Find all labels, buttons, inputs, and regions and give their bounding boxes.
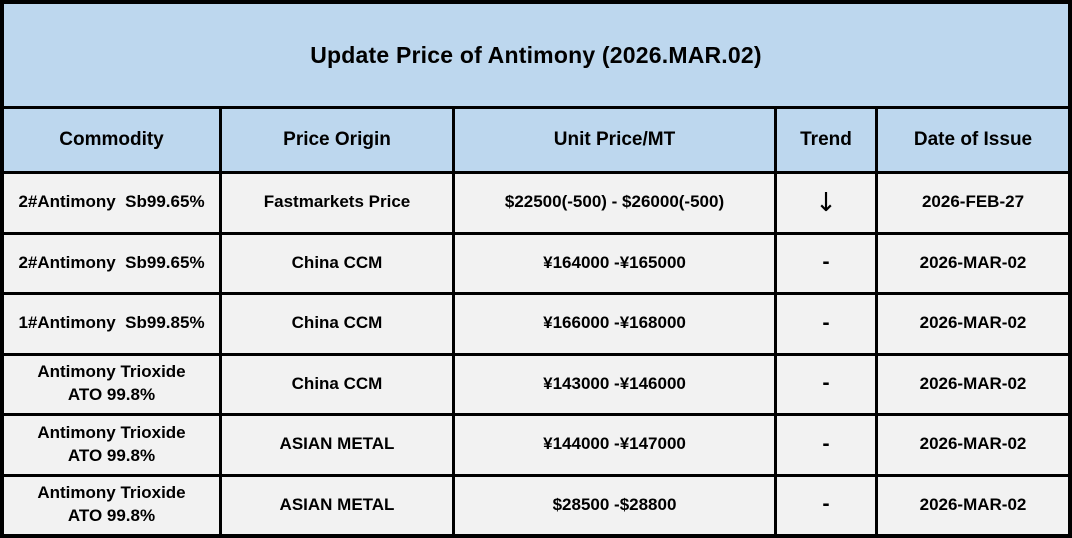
table-row: Antimony Trioxide ATO 99.8% ASIAN METAL … [4,416,1068,477]
column-header-price-origin: Price Origin [222,109,455,171]
trend-cell: - [777,295,878,353]
table-row: Antimony Trioxide ATO 99.8% ASIAN METAL … [4,476,1068,534]
trend-flat-dash-icon: - [822,433,830,455]
price-origin-cell: China CCM [222,355,455,413]
column-header-trend: Trend [777,109,878,171]
commodity-cell: Antimony Trioxide ATO 99.8% [4,355,222,413]
trend-flat-dash-icon: - [822,252,830,274]
price-origin-cell: Fastmarkets Price [222,174,455,232]
price-origin-cell: China CCM [222,295,455,353]
commodity-cell: 1#Antimony Sb99.85% [4,295,222,353]
date-of-issue-cell: 2026-MAR-02 [919,494,1027,514]
table-row: Antimony Trioxide ATO 99.8% China CCM ¥1… [4,355,1068,416]
commodity-cell: Antimony Trioxide ATO 99.8% [4,416,222,474]
trend-flat-dash-icon: - [822,373,830,395]
unit-price-cell: $22500(-500) - $26000(-500) [455,174,777,232]
date-of-issue-cell: 2026-MAR-02 [919,252,1027,272]
trend-cell: - [777,476,878,534]
column-header-commodity: Commodity [4,109,222,171]
trend-flat-dash-icon: - [822,312,830,334]
table-row: 1#Antimony Sb99.85% China CCM ¥166000 -¥… [4,295,1068,356]
trend-flat-dash-icon: - [822,494,830,516]
unit-price-cell: ¥166000 -¥168000 [455,295,777,353]
commodity-cell: 2#Antimony Sb99.65% [4,174,222,232]
price-origin-cell: China CCM [222,234,455,292]
unit-price-cell: ¥164000 -¥165000 [455,234,777,292]
date-of-issue-cell: 2026-FEB-27 [921,192,1025,212]
unit-price-cell: ¥143000 -¥146000 [455,355,777,413]
commodity-cell: Antimony Trioxide ATO 99.8% [4,476,222,534]
trend-cell: - [777,355,878,413]
date-of-issue-cell: 2026-MAR-02 [919,313,1027,333]
table-title: Update Price of Antimony (2026.MAR.02) [4,4,1068,109]
table-row: 2#Antimony Sb99.65% Fastmarkets Price $2… [4,174,1068,235]
trend-cell: - [777,416,878,474]
column-header-date-of-issue: Date of Issue [913,129,1033,151]
trend-cell: ↓ [777,174,878,232]
table-header-row: Commodity Price Origin Unit Price/MT Tre… [4,109,1068,174]
table-row: 2#Antimony Sb99.65% China CCM ¥164000 -¥… [4,234,1068,295]
unit-price-cell: $28500 -$28800 [455,476,777,534]
unit-price-cell: ¥144000 -¥147000 [455,416,777,474]
trend-cell: - [777,234,878,292]
date-of-issue-cell: 2026-MAR-02 [919,373,1027,393]
price-origin-cell: ASIAN METAL [222,476,455,534]
price-origin-cell: ASIAN METAL [222,416,455,474]
column-header-unit-price: Unit Price/MT [455,109,777,171]
trend-down-arrow-icon: ↓ [815,187,837,218]
date-of-issue-cell: 2026-MAR-02 [919,434,1027,454]
commodity-cell: 2#Antimony Sb99.65% [4,234,222,292]
